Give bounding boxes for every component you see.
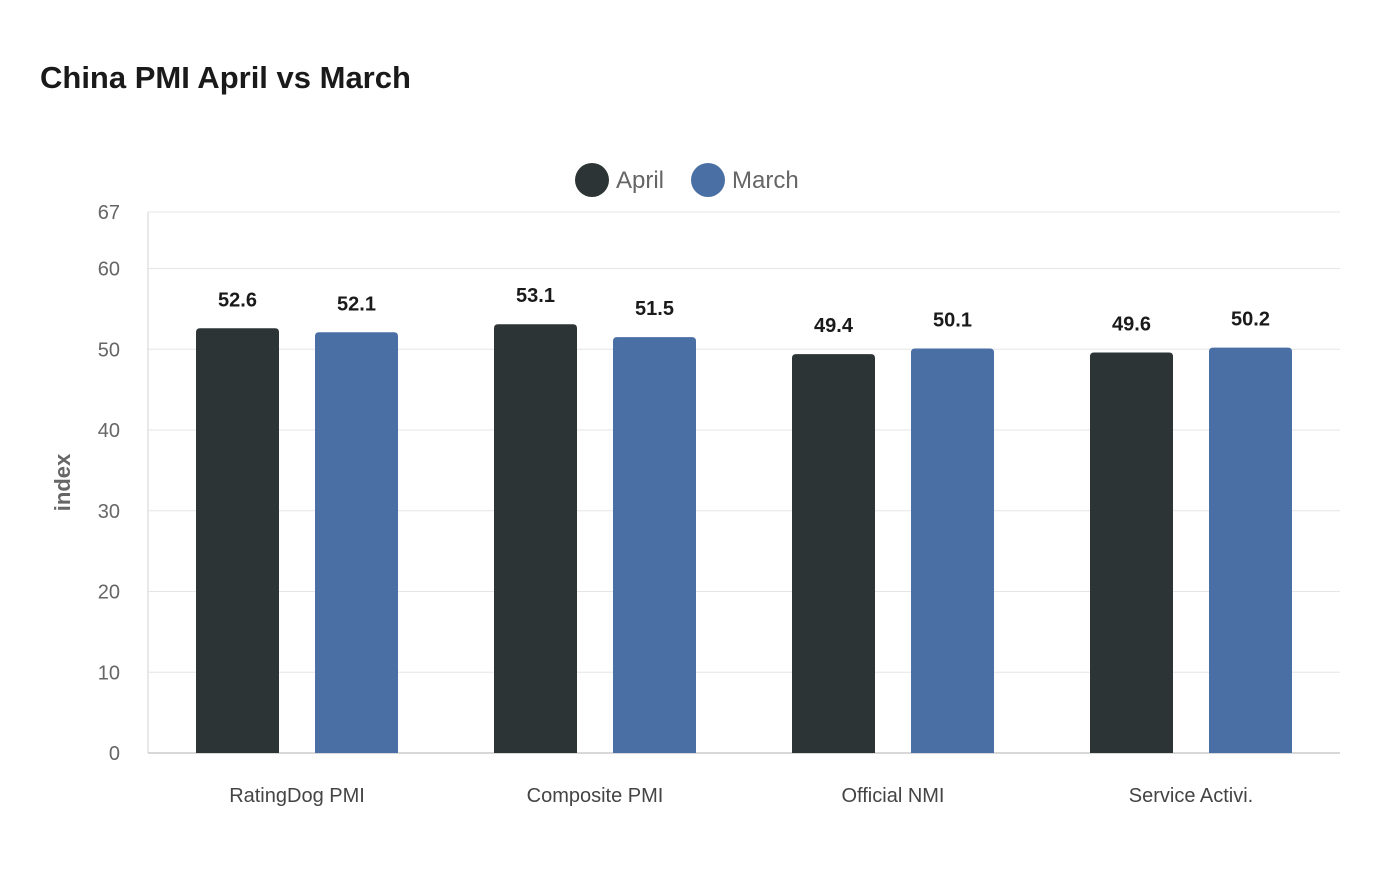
data-label: 49.4 — [814, 315, 854, 337]
x-tick-label: Official NMI — [842, 785, 945, 807]
axes: 0 10 20 30 40 50 60 67 index RatingDog PMI Composi… — [50, 202, 1340, 807]
legend-label-april: April — [616, 167, 664, 194]
y-axis-title: index — [50, 453, 75, 511]
y-tick-label: 60 — [98, 259, 120, 281]
y-tick-label: 20 — [98, 582, 120, 604]
y-tick-label: 50 — [98, 339, 120, 361]
y-tick-label: 10 — [98, 662, 120, 684]
y-tick-label: 40 — [98, 420, 120, 442]
data-label: 52.1 — [337, 293, 376, 315]
bar-april-4 — [1090, 352, 1173, 753]
legend-label-march: March — [732, 167, 799, 194]
x-tick-label: Composite PMI — [527, 785, 664, 807]
chart-title: China PMI April vs March — [40, 60, 411, 95]
bar-april-2 — [494, 324, 577, 753]
x-tick-label: RatingDog PMI — [229, 785, 365, 807]
bar-march-3 — [911, 348, 994, 753]
data-label: 51.5 — [635, 298, 674, 320]
x-tick-label: Service Activi. — [1129, 785, 1253, 807]
y-tick-label: 30 — [98, 501, 120, 523]
legend: April March — [575, 163, 799, 197]
bar-march-1 — [315, 332, 398, 753]
data-label: 49.6 — [1112, 313, 1151, 335]
bar-march-2 — [613, 337, 696, 753]
y-tick-label: 67 — [98, 202, 120, 224]
bar-april-1 — [196, 328, 279, 753]
data-label: 50.2 — [1231, 309, 1270, 331]
bar-april-3 — [792, 354, 875, 753]
data-labels: 52.6 52.1 53.1 51.5 49.4 50.1 49.6 50.2 — [218, 285, 1270, 337]
data-label: 53.1 — [516, 285, 555, 307]
bar-march-4 — [1209, 347, 1292, 753]
legend-marker-march — [691, 163, 725, 197]
y-tick-label: 0 — [109, 743, 120, 765]
legend-marker-april — [575, 163, 609, 197]
bars — [196, 324, 1292, 753]
data-label: 52.6 — [218, 289, 257, 311]
data-label: 50.1 — [933, 309, 972, 331]
